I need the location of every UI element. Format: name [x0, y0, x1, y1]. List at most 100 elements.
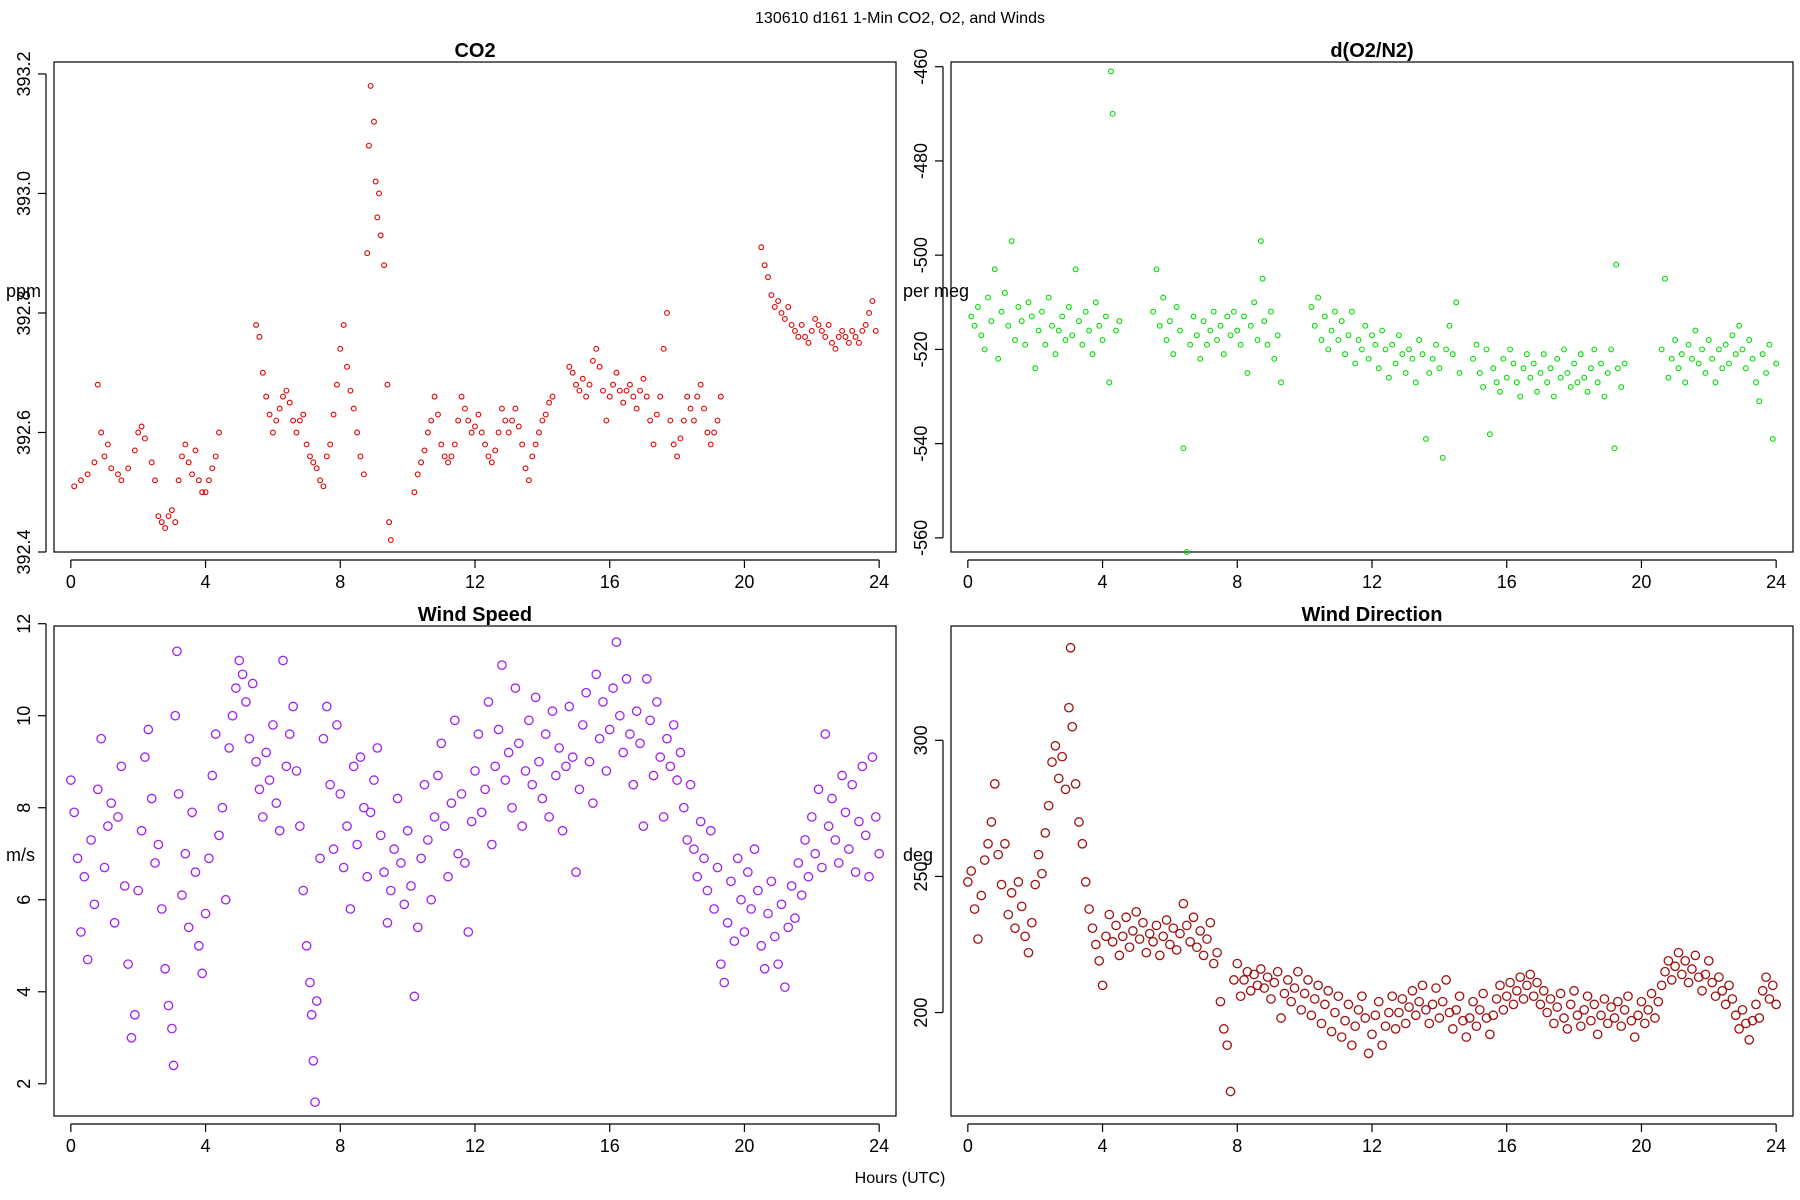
wind-speed-data-point [729, 936, 740, 947]
co2-y-tick-label: 393.0 [14, 171, 34, 216]
wind-direction-data-point [962, 877, 973, 887]
wind-speed-data-point [840, 807, 851, 818]
o2-data-point [988, 318, 995, 325]
wind-speed-data-point [817, 862, 827, 873]
wind-speed-data-point [786, 881, 797, 891]
co2-data-point [647, 417, 654, 424]
o2-data-point [1742, 365, 1749, 372]
co2-data-point [660, 345, 667, 352]
o2-data-point [1402, 370, 1409, 376]
o2-data-point [1015, 304, 1022, 310]
wind-direction-data-point [1296, 1004, 1307, 1015]
wind-speed-data-point [618, 747, 629, 758]
co2-data-point [455, 417, 462, 424]
wind-direction-data-point [1151, 920, 1162, 931]
wind-direction-data-point [1471, 1021, 1482, 1032]
co2-data-point [771, 304, 778, 310]
wind-direction-data-point [1730, 1010, 1741, 1021]
co2-data-point [387, 537, 394, 543]
co2-data-point [172, 519, 179, 526]
co2-data-point [815, 321, 822, 328]
wind-speed-data-point [561, 761, 571, 772]
o2-data-point [1699, 346, 1706, 353]
wind-speed-data-point [668, 720, 679, 730]
wind-direction-data-point [1208, 958, 1219, 969]
o2-data-point [1108, 68, 1114, 75]
o2-data-point [1510, 360, 1517, 367]
wind-direction-data-point [1293, 966, 1303, 977]
wind-speed-data-point [850, 867, 861, 878]
o2-data-point [981, 346, 988, 353]
o2-data-point [1059, 313, 1066, 320]
o2-data-point [1217, 322, 1224, 329]
wind-speed-data-point [628, 779, 639, 790]
o2-data-point [1358, 346, 1365, 353]
o2-data-point [974, 304, 981, 310]
o2-data-point [1530, 360, 1537, 367]
co2-data-point [376, 190, 382, 197]
o2-data-point [1662, 275, 1668, 282]
co2-data-point [478, 429, 485, 436]
co2-data-point [84, 471, 91, 478]
wind-direction-data-point [1444, 1007, 1455, 1018]
wind-speed-data-point [692, 871, 703, 882]
wind-direction-data-point [1330, 1007, 1340, 1018]
o2-data-point [1025, 299, 1032, 306]
wind-speed-data-point [288, 701, 298, 712]
wind-speed-data-point [116, 761, 127, 772]
co2-data-point [542, 411, 549, 418]
co2-data-point [435, 411, 441, 418]
co2-data-point [451, 441, 458, 448]
wind-direction-data-point [1020, 931, 1030, 942]
co2-data-point [165, 513, 172, 520]
co2-data-point [310, 459, 317, 466]
o2-x-tick-label: 4 [1098, 572, 1108, 592]
co2-data-point [283, 387, 290, 394]
wind-direction-data-point [969, 904, 980, 914]
co2-data-point [372, 178, 379, 185]
wind-speed-data-point [540, 729, 551, 739]
wind-speed-data-point [631, 706, 642, 716]
co2-data-point [586, 381, 593, 388]
co2-data-point [185, 459, 192, 466]
co2-data-point [849, 327, 856, 334]
co2-data-point [414, 471, 421, 478]
wind-speed-y-tick-label: 4 [14, 987, 34, 997]
wind-speed-data-point [503, 747, 514, 758]
co2-data-point [788, 321, 795, 328]
wind-speed-data-point [264, 775, 275, 785]
co2-data-point [364, 250, 371, 257]
wind-direction-data-point [1528, 991, 1539, 1002]
wind-speed-data-point [517, 821, 528, 831]
co2-data-point [115, 471, 121, 478]
wind-direction-data-point [1141, 947, 1152, 958]
wind-speed-data-point [217, 802, 228, 813]
co2-x-tick-label: 8 [335, 572, 345, 592]
wind-direction-data-point [1673, 947, 1684, 958]
wind-direction-data-point [1138, 917, 1148, 928]
o2-data-point [1170, 351, 1177, 358]
wind-speed-data-point [470, 766, 480, 776]
o2-data-point [1332, 308, 1338, 315]
o2-data-point [1018, 318, 1025, 325]
o2-data-point [1224, 313, 1231, 320]
wind-direction-data-point [1498, 1004, 1509, 1015]
wind-direction-data-point [1703, 955, 1714, 966]
wind-speed-data-point [82, 954, 93, 965]
o2-data-point [1433, 341, 1439, 348]
wind-speed-data-point [864, 871, 874, 882]
wind-direction-data-point [1602, 1018, 1613, 1029]
wind-speed-data-point [113, 812, 123, 822]
wind-speed-data-point [726, 876, 736, 887]
wind-direction-x-tick-label: 12 [1362, 1136, 1382, 1156]
co2-data-point [347, 387, 354, 394]
o2-data-point [1682, 379, 1689, 386]
o2-data-point [1614, 365, 1621, 372]
o2-data-point [995, 355, 1002, 362]
co2-data-point [579, 375, 586, 382]
wind-speed-data-point [614, 710, 625, 721]
wind-speed-data-point [480, 784, 490, 795]
wind-speed-data-point [257, 812, 268, 822]
o2-data-point [1395, 332, 1402, 339]
wind-direction-data-point [1185, 936, 1195, 947]
